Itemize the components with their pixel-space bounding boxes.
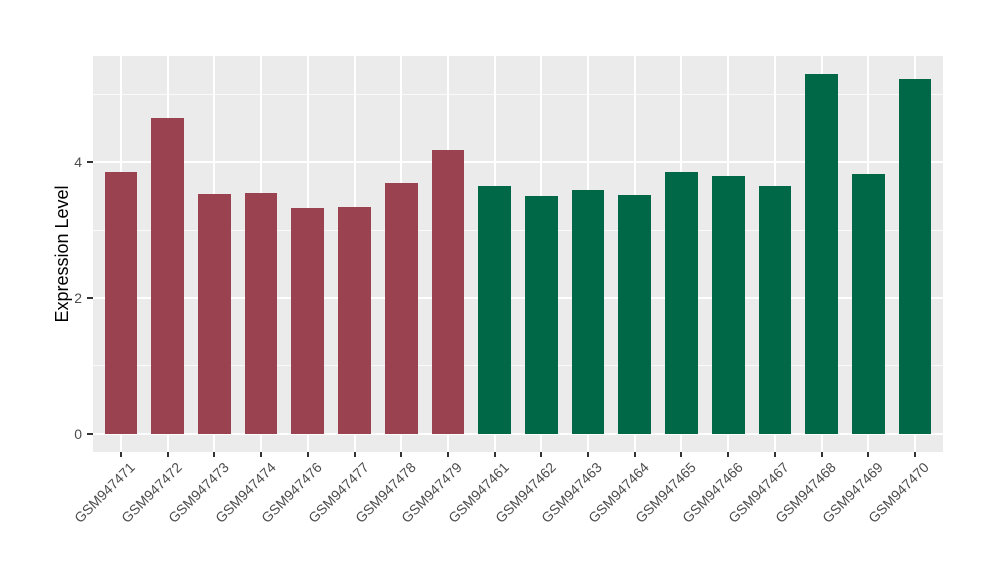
gridline-horizontal-major xyxy=(93,297,943,300)
bar-GSM947471 xyxy=(104,171,138,434)
y-tick-mark xyxy=(87,297,93,300)
x-tick-mark xyxy=(400,452,403,457)
bar-GSM947463 xyxy=(571,189,605,434)
bar-GSM947469 xyxy=(851,173,885,434)
gridline-horizontal-minor xyxy=(93,94,943,96)
x-tick-mark xyxy=(166,452,169,457)
x-tick-mark xyxy=(633,452,636,457)
x-tick-mark xyxy=(820,452,823,457)
gridline-horizontal-minor xyxy=(93,365,943,367)
bar-GSM947465 xyxy=(665,171,698,434)
bar-GSM947477 xyxy=(338,207,371,434)
y-tick-mark xyxy=(87,432,93,435)
gridline-horizontal-major xyxy=(93,161,943,164)
y-tick-mark xyxy=(87,161,93,164)
bar-GSM947473 xyxy=(198,193,231,434)
bar-GSM947462 xyxy=(525,196,558,434)
x-tick-mark xyxy=(913,452,916,457)
plot-panel xyxy=(93,56,943,452)
y-tick-label: 0 xyxy=(74,425,82,442)
y-tick-label: 2 xyxy=(74,290,82,307)
x-tick-mark xyxy=(727,452,730,457)
bar-GSM947464 xyxy=(618,195,652,434)
bar-GSM947479 xyxy=(431,149,465,434)
gridline-horizontal-minor xyxy=(93,229,943,231)
bar-GSM947468 xyxy=(805,74,838,434)
bar-GSM947467 xyxy=(758,185,792,434)
x-tick-mark xyxy=(213,452,216,457)
bar-GSM947474 xyxy=(244,192,278,434)
x-tick-mark xyxy=(306,452,309,457)
x-tick-mark xyxy=(587,452,590,457)
bar-GSM947476 xyxy=(291,207,325,434)
x-tick-mark xyxy=(773,452,776,457)
x-tick-mark xyxy=(493,452,496,457)
x-tick-mark xyxy=(120,452,123,457)
y-tick-label: 4 xyxy=(74,154,82,171)
x-tick-mark xyxy=(540,452,543,457)
x-tick-mark xyxy=(867,452,870,457)
x-tick-mark xyxy=(353,452,356,457)
bar-GSM947461 xyxy=(478,186,511,434)
bar-GSM947466 xyxy=(711,176,745,434)
x-tick-mark xyxy=(260,452,263,457)
bar-GSM947470 xyxy=(898,79,932,434)
bar-GSM947478 xyxy=(384,183,418,434)
x-tick-mark xyxy=(680,452,683,457)
gridline-horizontal-major xyxy=(93,432,943,435)
x-tick-mark xyxy=(446,452,449,457)
bar-GSM947472 xyxy=(151,117,185,434)
